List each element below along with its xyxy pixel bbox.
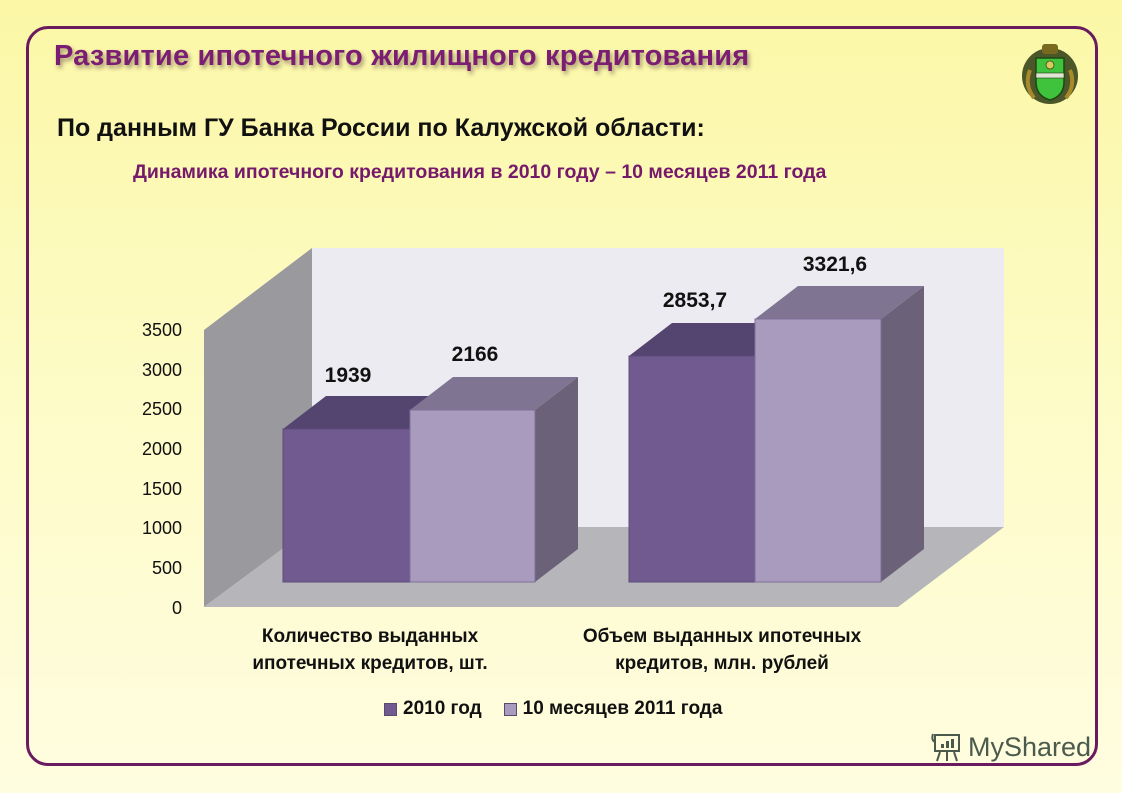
legend-swatch <box>503 702 517 716</box>
presentation-board-icon <box>931 733 960 762</box>
y-tick: 0 <box>171 598 182 618</box>
x-category-label: Объем выданных ипотечных кредитов, млн. … <box>582 626 862 674</box>
legend-item-2010: 2010 год <box>384 698 482 720</box>
legend-swatch <box>384 702 397 716</box>
watermark: MyShared <box>930 730 1091 764</box>
slide-frame <box>26 26 1098 766</box>
y-tick: 1000 <box>141 518 182 538</box>
data-source-line: По данным ГУ Банка России по Калужской о… <box>57 114 705 142</box>
bar-2011-volume <box>754 286 924 583</box>
y-tick: 2000 <box>141 439 182 459</box>
bar-2010-count <box>282 396 453 583</box>
slide-title: Развитие ипотечного жилищного кредитован… <box>54 40 750 72</box>
chart-title: Динамика ипотечного кредитования в 2010 … <box>133 161 827 183</box>
legend-item-2011: 10 месяцев 2011 года <box>503 698 722 720</box>
bar-2010-volume <box>628 323 798 583</box>
chart-legend: 2010 год 10 месяцев 2011 года <box>384 698 744 720</box>
value-label: 3321,6 <box>802 253 868 276</box>
value-label: 1939 <box>324 364 372 387</box>
value-label: 2166 <box>451 343 499 366</box>
y-tick: 3500 <box>141 320 182 340</box>
x-category-label: Количество выданных ипотечных кредитов, … <box>252 626 488 674</box>
y-tick: 500 <box>151 558 182 578</box>
value-label: 2853,7 <box>662 289 728 312</box>
bar-2011-count <box>409 377 578 583</box>
kaluga-coat-of-arms-icon <box>1022 44 1078 104</box>
y-tick: 2500 <box>141 399 182 419</box>
y-tick: 1500 <box>141 479 182 499</box>
y-tick: 3000 <box>141 360 182 380</box>
watermark-text: MyShared <box>968 731 1092 762</box>
